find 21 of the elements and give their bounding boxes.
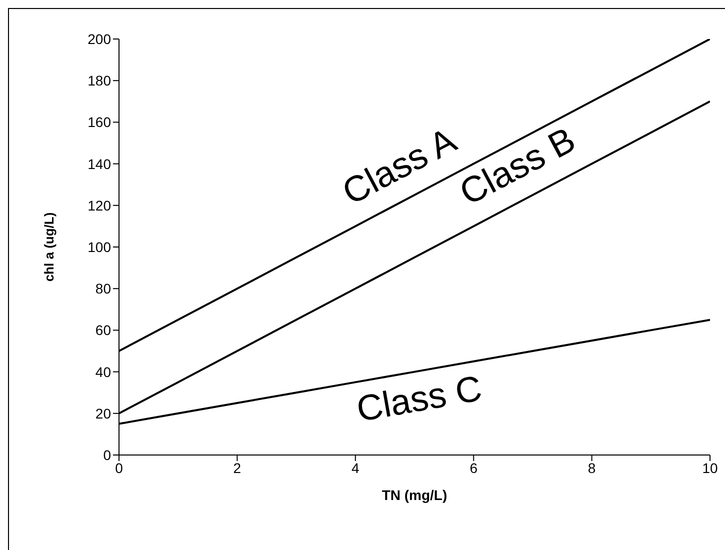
- text: Class C: [354, 367, 485, 430]
- x-tick-label: 0: [115, 460, 124, 476]
- y-tick-label: 160: [88, 114, 112, 130]
- x-tick-label: 10: [702, 460, 718, 476]
- y-tick-label: 80: [95, 280, 112, 297]
- x-tick-label: 6: [470, 460, 478, 476]
- y-axis-title: chl a (ug/L): [42, 212, 57, 282]
- y-tick-label: 200: [88, 30, 112, 47]
- x-axis-title: TN (mg/L): [382, 487, 448, 503]
- x-tick-label: 4: [352, 460, 360, 476]
- y-tick-label: 60: [95, 322, 112, 338]
- y-tick-label: 140: [88, 156, 112, 172]
- y-tick-label: 180: [88, 72, 112, 89]
- y-tick-label: 20: [95, 405, 112, 422]
- y-tick-label: 40: [95, 364, 112, 380]
- y-tick-label: 120: [88, 197, 112, 214]
- y-tick-label: 0: [103, 446, 112, 463]
- y-tick-label: 100: [88, 238, 112, 255]
- x-tick-label: 2: [233, 460, 242, 476]
- text: Class A: [336, 119, 463, 213]
- x-tick-label: 8: [588, 460, 596, 476]
